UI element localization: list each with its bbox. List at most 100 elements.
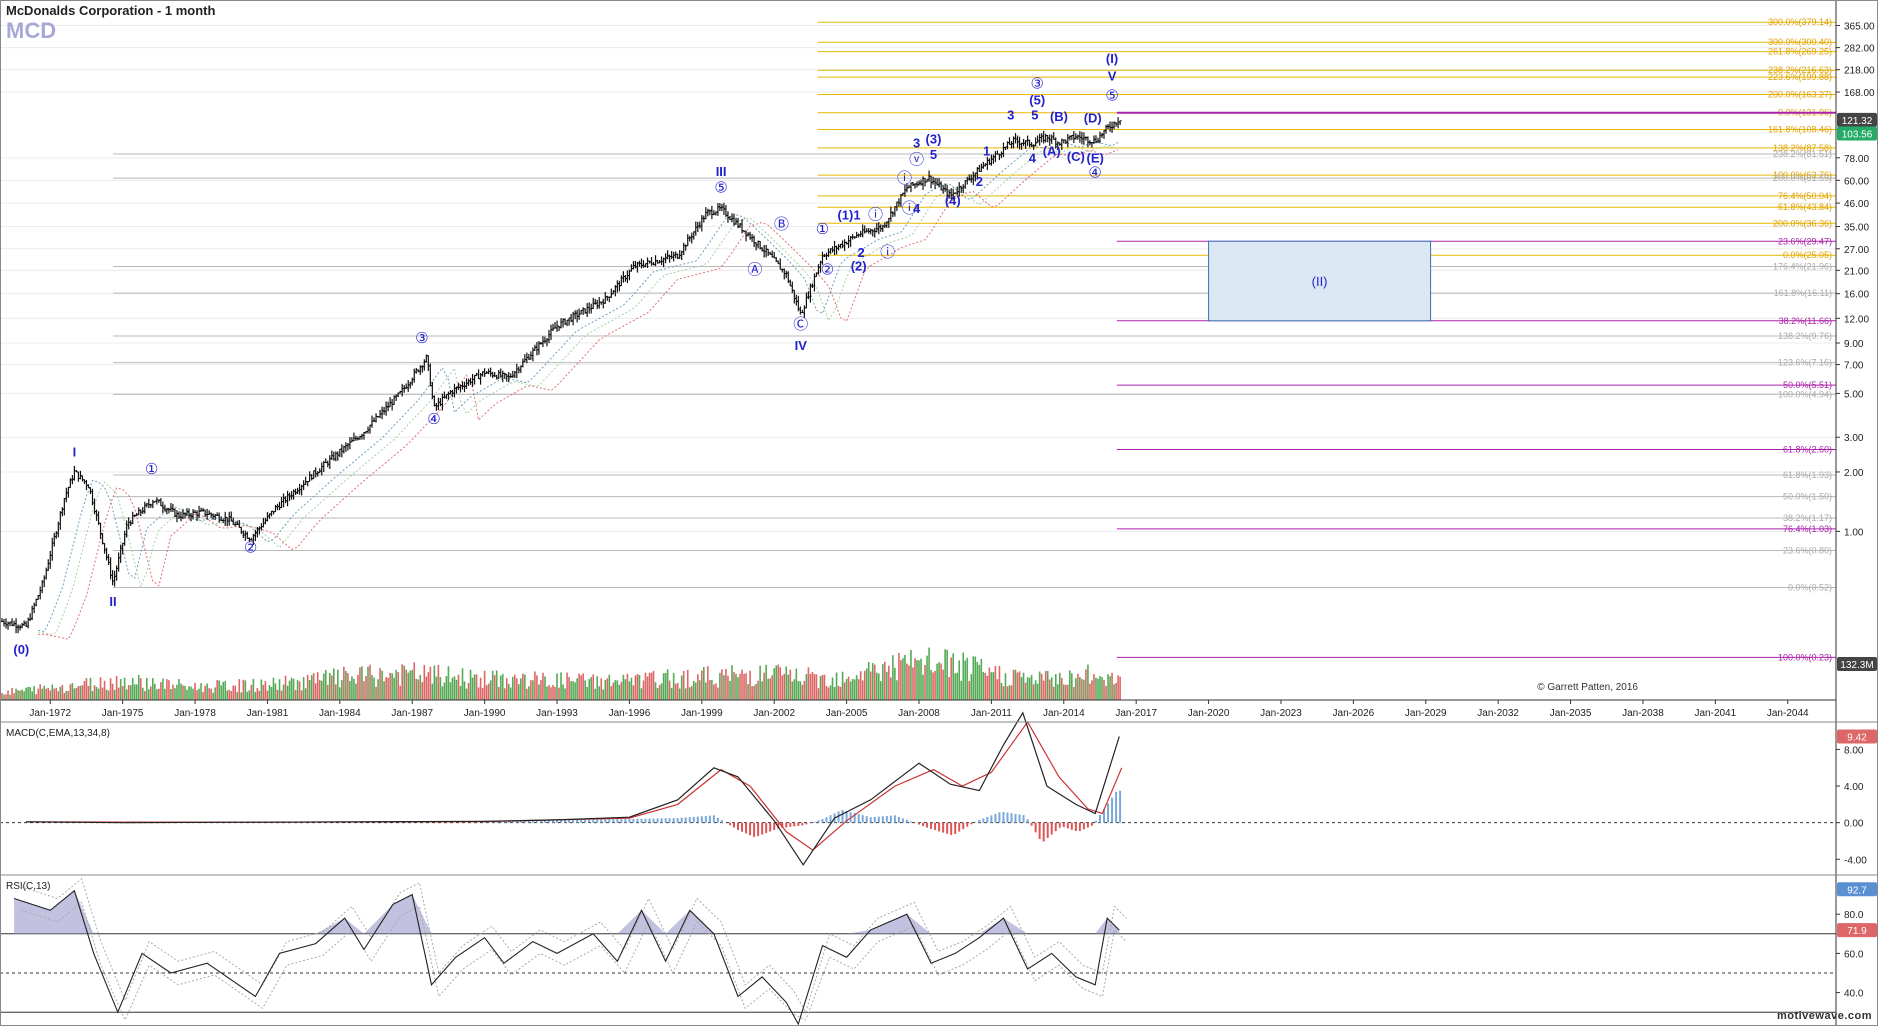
price-tick-label: 7.00 bbox=[1844, 361, 1864, 372]
volume-bar bbox=[827, 687, 830, 700]
volume-bar bbox=[1060, 677, 1063, 700]
volume-bar bbox=[75, 687, 78, 700]
volume-bar bbox=[447, 666, 450, 700]
macd-histogram-bar bbox=[857, 814, 860, 823]
macd-histogram-bar bbox=[966, 822, 969, 827]
macd-histogram-bar bbox=[515, 820, 518, 823]
macd-histogram-bar bbox=[564, 820, 567, 823]
volume-bar bbox=[182, 685, 184, 700]
rsi-badge-bg bbox=[1837, 882, 1877, 897]
wave-label: (A) bbox=[1043, 144, 1061, 159]
volume-bar bbox=[636, 673, 639, 700]
volume-bar bbox=[518, 684, 520, 700]
volume-bar bbox=[646, 676, 649, 700]
volume-bar bbox=[129, 685, 132, 700]
volume-bar bbox=[375, 686, 377, 700]
moving-averages bbox=[38, 141, 1119, 640]
volume-bar bbox=[845, 678, 848, 700]
macd-histogram-bar bbox=[1094, 820, 1097, 823]
price-tick-label: 9.00 bbox=[1844, 339, 1864, 350]
fib-gold-label: 100.0%(63.76) bbox=[1773, 170, 1832, 180]
volume-bar bbox=[890, 677, 892, 700]
volume-bar bbox=[95, 686, 98, 700]
price-tick-label: 46.00 bbox=[1844, 199, 1869, 210]
volume-bar bbox=[81, 685, 84, 700]
macd-histogram-bar bbox=[769, 822, 772, 832]
volume-bar bbox=[994, 665, 997, 700]
wave-label: (1)1 bbox=[837, 207, 860, 222]
volume-bar bbox=[178, 679, 180, 700]
wave-label: ⓘ bbox=[902, 200, 917, 217]
volume-bar bbox=[590, 677, 593, 700]
volume-bar bbox=[556, 673, 558, 700]
time-tick-label: Jan-1975 bbox=[102, 708, 144, 719]
volume-bar bbox=[330, 675, 333, 700]
volume-bar bbox=[1058, 672, 1061, 700]
macd-histogram-bar bbox=[588, 819, 591, 823]
volume-bar bbox=[1113, 684, 1115, 700]
volume-bar bbox=[1016, 672, 1019, 700]
volume-bar bbox=[409, 670, 412, 700]
volume-bar bbox=[150, 686, 152, 700]
volume-bar bbox=[23, 691, 25, 700]
volume-bar bbox=[220, 685, 222, 700]
volume-bar bbox=[260, 679, 263, 700]
macd-histogram-bar bbox=[749, 822, 752, 836]
macd-histogram-bar bbox=[535, 820, 538, 823]
volume-bar bbox=[278, 679, 281, 700]
volume-bar bbox=[1, 692, 3, 700]
volume-bar bbox=[168, 680, 170, 700]
volume-bar bbox=[196, 690, 198, 700]
volume-bar bbox=[898, 652, 900, 700]
volume-bar bbox=[807, 667, 810, 700]
wave-label: ① bbox=[816, 221, 829, 238]
volume-bar bbox=[884, 661, 886, 700]
macd-histogram-bar bbox=[1062, 822, 1065, 828]
volume-bar bbox=[483, 670, 486, 700]
volume-bar bbox=[210, 688, 212, 700]
price-tick-label: 21.00 bbox=[1844, 266, 1869, 277]
volume-bar bbox=[624, 679, 627, 700]
volume-bar bbox=[345, 670, 347, 700]
volume-bar bbox=[139, 678, 142, 700]
volume-bar bbox=[825, 686, 828, 700]
wave-label: ⓥ bbox=[909, 152, 924, 169]
macd-histogram-bar bbox=[745, 822, 748, 834]
volume-bar bbox=[294, 690, 297, 700]
macd-histogram-bar bbox=[576, 819, 579, 823]
volume-bar bbox=[1004, 673, 1007, 700]
volume-bar bbox=[853, 679, 856, 700]
volume-bar bbox=[582, 673, 584, 700]
volume-bar bbox=[745, 673, 747, 700]
volume-bar bbox=[694, 682, 697, 700]
volume-bar bbox=[276, 689, 279, 700]
wave-label: (E) bbox=[1086, 150, 1103, 165]
rsi-tick-label: 80.0 bbox=[1844, 910, 1864, 921]
wave-label: II bbox=[109, 594, 116, 609]
time-tick-label: Jan-2035 bbox=[1550, 708, 1592, 719]
volume-bar bbox=[449, 682, 452, 700]
volume-bar bbox=[634, 675, 637, 700]
volume-bar bbox=[873, 664, 876, 700]
volume-bar bbox=[861, 680, 864, 700]
volume-bar bbox=[236, 692, 239, 700]
wave-label: Ⓐ bbox=[747, 262, 762, 279]
volume-bar bbox=[25, 687, 27, 700]
volume-bar bbox=[320, 680, 323, 700]
volume-bar bbox=[174, 688, 176, 700]
price-tick-label: 168.00 bbox=[1844, 88, 1875, 99]
macd-histogram-bar bbox=[1054, 822, 1057, 832]
volume-bar bbox=[892, 655, 894, 700]
volume-bar bbox=[429, 666, 432, 700]
moving-average-slow bbox=[38, 149, 1119, 640]
macd-histogram-bar bbox=[696, 816, 699, 823]
wave-label: ⑤ bbox=[714, 180, 727, 197]
macd-histogram-bar bbox=[584, 819, 587, 823]
macd-histogram-bar bbox=[1042, 822, 1045, 842]
macd-badge: 9.42 bbox=[1847, 732, 1867, 743]
fib-gold-label: 238.2%(216.63) bbox=[1768, 65, 1832, 75]
volume-bar bbox=[737, 677, 739, 700]
macd-histogram-bar bbox=[680, 817, 683, 823]
volume-bar bbox=[980, 658, 983, 700]
